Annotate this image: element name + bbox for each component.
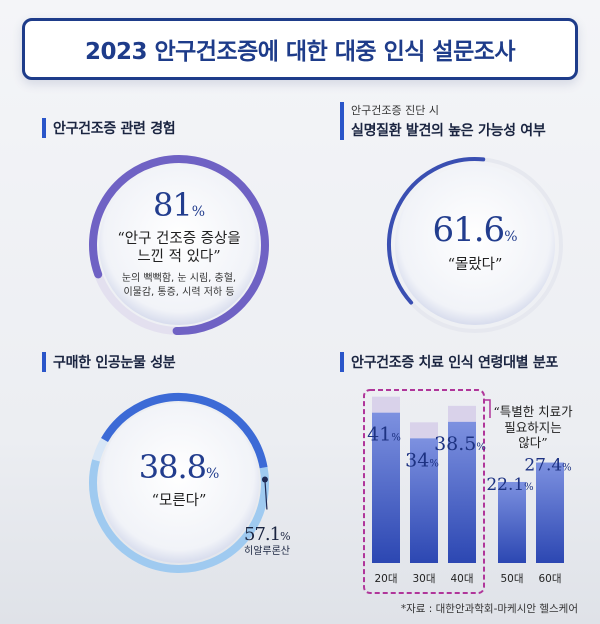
panel2-value: 61.6% — [432, 210, 518, 250]
panel1-heading: 안구건조증 관련 경험 — [53, 121, 176, 137]
chart-annotation: “특별한 치료가 필요하지는 않다” — [493, 404, 573, 451]
bar-cap-0 — [372, 396, 400, 413]
panel1-disc — [99, 165, 259, 325]
panel1-header: 안구건조증 관련 경험 — [42, 118, 176, 138]
category-label-1: 30대 — [412, 573, 435, 585]
panel1-arc — [89, 155, 269, 335]
source-note: *자료 : 대한안과학회-마케시안 헬스케어 — [400, 603, 578, 615]
panel3-gauge-svg — [89, 393, 269, 573]
panel2-arc — [387, 157, 486, 305]
panel3-arc-secondary — [89, 459, 269, 573]
annotation-bracket — [484, 399, 491, 418]
panel2-quote: “몰랐다” — [447, 257, 503, 273]
bar-2 — [448, 421, 476, 563]
bar-3 — [498, 481, 526, 563]
page-title: 2023 안구건조증에 대한 대중 인식 설문조사 — [84, 39, 516, 65]
panel1-gauge-svg — [89, 155, 269, 335]
panel3-heading: 구매한 인공눈물 성분 — [53, 355, 176, 371]
panel3-arc-primary — [101, 393, 268, 469]
panel3-disc — [99, 403, 259, 563]
bar-value-label-2: 38.5% — [434, 433, 486, 455]
panel2-disc — [395, 165, 555, 325]
panel2-gauge: 61.6% “몰랐다” — [380, 150, 570, 340]
category-label-4: 60대 — [538, 573, 561, 585]
panel3-quote: “모른다” — [151, 493, 207, 509]
panel3-gauge: 38.8% “모른다” — [84, 388, 274, 578]
chart-title: 안구건조증 치료 인식 연령대별 분포 — [351, 355, 558, 371]
panel1-gauge: 81% “안구 건조증 증상을 느낀 적 있다” 눈의 뻑뻑함, 눈 시림, 충… — [84, 150, 274, 340]
category-label-2: 40대 — [450, 573, 473, 585]
bar-cap-2 — [448, 405, 476, 422]
panel2-header: 안구건조증 진단 시 실명질환 발견의 높은 가능성 여부 — [340, 102, 546, 140]
bar-1 — [410, 438, 438, 563]
panel3-header: 구매한 인공눈물 성분 — [42, 352, 176, 372]
panel3-second: 57.1% 히알루론산 — [244, 524, 291, 559]
panel3-second-label: 히알루론산 — [244, 546, 290, 557]
panel3-value: 38.8% — [138, 448, 220, 486]
panel3-second-value: 57.1% — [244, 524, 291, 545]
panel2-heading: 실명질환 발견의 높은 가능성 여부 — [351, 123, 546, 139]
bar-value-label-3: 22.1% — [486, 475, 533, 495]
panel2-gauge-svg — [387, 157, 563, 333]
title-banner: 2023 안구건조증에 대한 대중 인식 설문조사 — [22, 18, 578, 80]
panel1-detail: 눈의 뻑뻑함, 눈 시림, 충혈, 이물감, 통증, 시력 저하 등 — [121, 273, 237, 298]
panel1-value: 81% — [152, 186, 206, 224]
bar-4 — [536, 462, 564, 563]
category-label-0: 20대 — [374, 573, 397, 585]
panel3-leader-dot — [261, 476, 268, 483]
bar-cap-1 — [410, 422, 438, 439]
panel2-subheading: 안구건조증 진단 시 — [351, 104, 439, 117]
panel4-header: 안구건조증 치료 인식 연령대별 분포 — [340, 352, 558, 372]
category-label-3: 50대 — [500, 573, 523, 585]
bar-value-label-4: 27.4% — [524, 456, 571, 476]
panel1-quote: “안구 건조증 증상을 느낀 적 있다” — [117, 231, 241, 266]
bar-0 — [372, 412, 400, 563]
highlight-box — [363, 389, 485, 594]
panel3-leader-line — [264, 479, 268, 510]
